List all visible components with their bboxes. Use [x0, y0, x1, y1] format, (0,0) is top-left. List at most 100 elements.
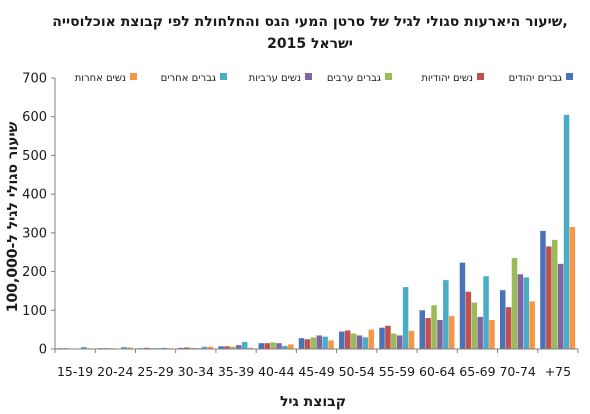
bar — [540, 230, 546, 349]
x-tick-label: +75 — [545, 364, 571, 379]
y-tick-label: 700 — [22, 72, 47, 87]
legend-label: גברים אחרים — [161, 73, 216, 84]
bar — [437, 319, 443, 349]
bar — [161, 347, 167, 349]
bar — [184, 347, 190, 349]
bar — [201, 346, 208, 349]
legend-label: נשים ערביות — [249, 73, 301, 84]
bar — [121, 347, 127, 349]
legend: גברים יהודים נשים יהודיות גברים ערבים נשים … — [75, 73, 573, 84]
legend-label: נשים יהודיות — [421, 73, 473, 84]
bar — [569, 227, 576, 349]
bar — [218, 346, 224, 349]
legend-item: גברים ערבים — [327, 73, 392, 84]
x-tick-label: 30-34 — [178, 364, 214, 379]
bar — [425, 318, 431, 349]
bar — [322, 336, 328, 349]
bar — [483, 276, 489, 349]
x-tick-label: 70-74 — [499, 364, 535, 379]
bar — [328, 340, 334, 349]
bar — [316, 335, 322, 349]
y-axis: 0 100 200 300 400 500 600 700 — [22, 72, 56, 358]
x-axis-label: קבוצת גיל — [280, 394, 346, 410]
legend-label: גברים יהודים — [509, 73, 562, 84]
legend-swatch — [385, 73, 392, 80]
legend-swatch — [305, 73, 312, 80]
bar — [236, 345, 242, 349]
x-tick-label: 50-54 — [339, 364, 375, 379]
legend-item: גברים יהודים — [509, 73, 573, 84]
bar — [282, 345, 288, 349]
bar — [408, 330, 415, 349]
bar — [178, 347, 184, 349]
x-axis: 15-19 20-24 25-29 30-34 35-39 40-44 45-49 50-54… — [54, 348, 579, 379]
bar — [310, 337, 317, 349]
bar — [465, 291, 472, 349]
legend-swatch — [566, 73, 573, 80]
legend-item: גברים אחרים — [161, 73, 227, 84]
bar — [402, 287, 409, 349]
y-tick-label: 600 — [22, 110, 47, 125]
y-tick-label: 200 — [22, 265, 47, 280]
x-tick-label: 65-69 — [459, 364, 495, 379]
legend-label: נשים אחרות — [75, 73, 126, 84]
y-tick-label: 0 — [39, 343, 47, 358]
legend-label: גברים ערבים — [327, 73, 381, 84]
bar — [419, 310, 425, 349]
bar — [276, 343, 282, 349]
x-tick-label: 15-19 — [57, 364, 93, 379]
x-tick-label: 25-29 — [137, 364, 173, 379]
bar — [224, 346, 230, 349]
bar — [298, 338, 305, 349]
bar — [477, 316, 483, 349]
bar — [505, 307, 512, 349]
bar — [517, 274, 524, 349]
bar — [207, 346, 214, 349]
bar — [339, 331, 345, 349]
bar — [529, 301, 535, 349]
bar — [391, 333, 397, 349]
bar — [247, 347, 254, 349]
bar — [270, 342, 276, 349]
bar — [264, 343, 270, 349]
bar — [448, 316, 455, 349]
x-tick-label: 20-24 — [97, 364, 133, 379]
y-tick-label: 100 — [22, 304, 47, 319]
chart-subtitle: ישראל 2015 — [267, 36, 353, 52]
bar — [511, 258, 518, 349]
chart-title: שיעור היארעות סגולי לגיל של סרטן המעי הג… — [52, 14, 567, 30]
bar — [379, 327, 385, 349]
bar — [459, 262, 466, 349]
bar — [557, 263, 564, 349]
bar — [81, 347, 87, 349]
x-tick-label: 55-59 — [379, 364, 415, 379]
bar — [523, 277, 530, 349]
bar — [127, 347, 133, 349]
bar — [189, 347, 196, 349]
bar — [385, 325, 391, 349]
bar — [551, 239, 558, 349]
bar — [350, 333, 357, 349]
x-tick-label: 35-39 — [218, 364, 254, 379]
y-tick-label: 300 — [22, 226, 47, 241]
bar — [471, 302, 478, 349]
x-tick-label: 45-49 — [298, 364, 334, 379]
y-axis-label: שיעור סגולי לגיל ל-100,000 — [5, 121, 21, 312]
bar — [396, 335, 403, 349]
legend-item: נשים ערביות — [249, 73, 312, 84]
y-tick-label: 500 — [22, 149, 47, 164]
x-tick-label: 60-64 — [419, 364, 455, 379]
bar — [431, 305, 437, 349]
bar — [258, 343, 265, 349]
bar — [362, 337, 369, 349]
x-tick-label: 40-44 — [258, 364, 294, 379]
bar — [546, 246, 552, 349]
bar — [368, 329, 375, 349]
legend-item: נשים אחרות — [75, 73, 137, 84]
bar — [304, 339, 311, 349]
bar — [143, 347, 150, 349]
bar — [288, 344, 294, 349]
legend-swatch — [130, 73, 137, 80]
y-tick-label: 400 — [22, 188, 47, 203]
bar — [241, 342, 248, 349]
